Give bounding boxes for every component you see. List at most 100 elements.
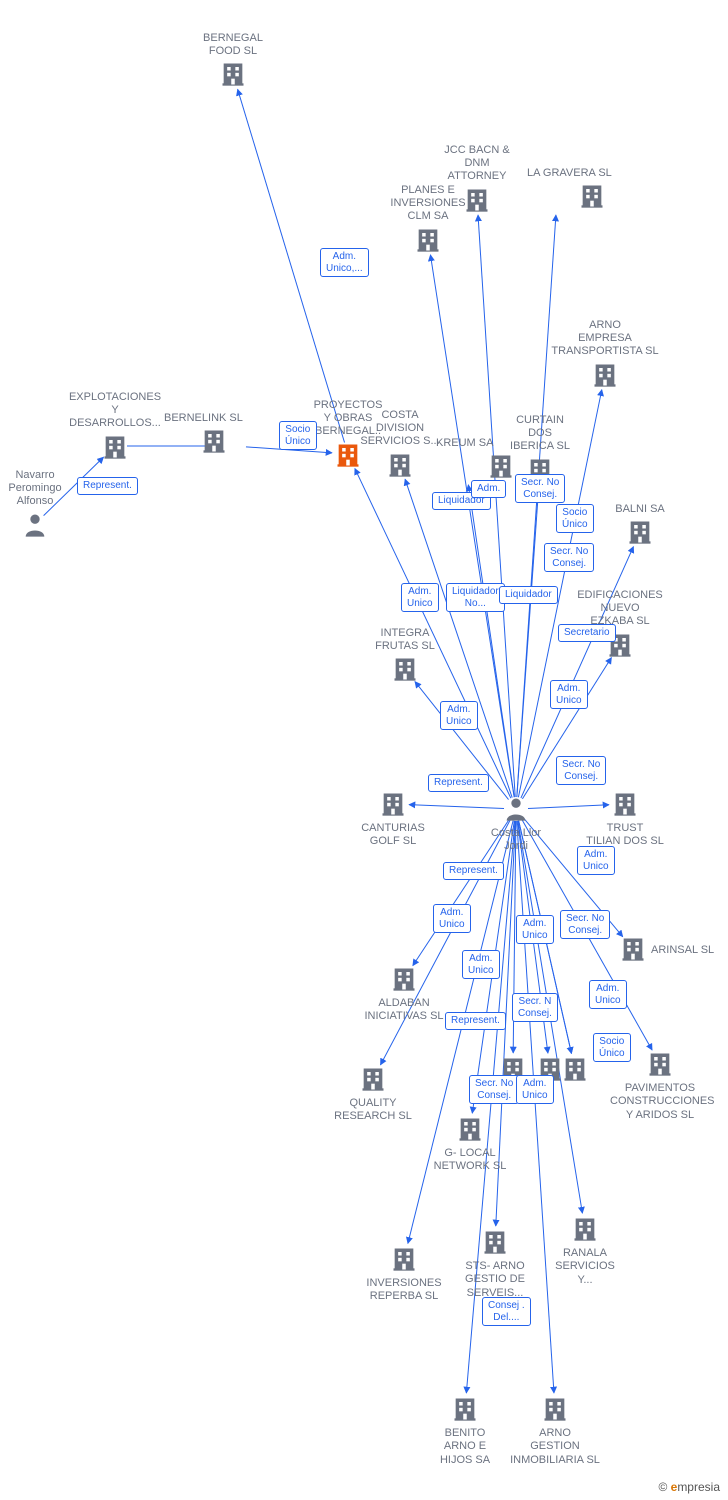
edge-label: Adm. Unico	[516, 915, 554, 944]
node-label: ARINSAL SL	[651, 944, 714, 957]
building-icon	[219, 60, 247, 92]
node-benito[interactable]: BENITO ARNO E HIJOS SA	[415, 1395, 515, 1469]
node-gravera[interactable]: LA GRAVERA SL	[527, 167, 657, 214]
node-balni[interactable]: BALNI SA	[585, 503, 695, 550]
node-arinsal[interactable]: ARINSAL SL	[619, 935, 714, 967]
node-label: ALDABAN INICIATIVAS SL	[354, 997, 454, 1023]
node-label: PAVIMENTOS CONSTRUCCIONES Y ARIDOS SL	[610, 1082, 710, 1122]
node-aldaban[interactable]: ALDABAN INICIATIVAS SL	[354, 965, 454, 1026]
building-icon	[571, 1215, 599, 1247]
node-planes[interactable]: PLANES E INVERSIONES CLM SA	[373, 184, 483, 258]
edge-label: Liquidador	[499, 586, 558, 604]
edge-label: Adm.	[471, 480, 506, 498]
node-label: BENITO ARNO E HIJOS SA	[415, 1427, 515, 1467]
edge-label: Liquidador No...	[446, 583, 505, 612]
person-icon	[21, 511, 49, 543]
building-icon	[386, 451, 414, 483]
node-label: CANTURIAS GOLF SL	[343, 822, 443, 848]
building-icon	[451, 1395, 479, 1427]
building-icon	[611, 790, 639, 822]
node-ranala[interactable]: RANALA SERVICIOS Y...	[535, 1215, 635, 1289]
edge-label: Secr. No Consej.	[544, 543, 594, 572]
edge-label: Represent.	[77, 477, 138, 495]
edge-label: Secr. N Consej.	[512, 993, 558, 1022]
building-icon	[626, 518, 654, 550]
copyright-symbol: ©	[658, 1480, 667, 1494]
node-label: BERNELINK SL	[164, 412, 264, 425]
edge-label: Adm. Unico	[589, 980, 627, 1009]
node-label: BALNI SA	[585, 503, 695, 516]
edge-label: Represent.	[445, 1012, 506, 1030]
node-label: CURTAIN DOS IBERICA SL	[485, 414, 595, 454]
node-inversiones[interactable]: INVERSIONES REPERBA SL	[354, 1245, 454, 1306]
node-trust[interactable]: TRUST TILIAN DOS SL	[575, 790, 675, 851]
node-label: ARNO GESTION INMOBILIARIA SL	[505, 1427, 605, 1467]
building-icon	[359, 1065, 387, 1097]
building-icon	[379, 790, 407, 822]
edge-costa_j-curtain	[517, 485, 539, 797]
node-sts[interactable]: STS- ARNO GESTIO DE SERVEIS...	[445, 1228, 545, 1302]
node-canturias[interactable]: CANTURIAS GOLF SL	[343, 790, 443, 851]
node-explot[interactable]: EXPLOTACIONES Y DESARROLLOS...	[60, 391, 170, 465]
node-label: RANALA SERVICIOS Y...	[535, 1247, 635, 1287]
edge-costa_j-gravera	[517, 215, 556, 797]
node-label: EDIFICACIONES NUEVO EZKABA SL	[565, 589, 675, 629]
edge-label: Adm. Unico	[550, 680, 588, 709]
edge-label: Adm. Unico	[433, 904, 471, 933]
building-icon	[414, 226, 442, 258]
building-icon	[481, 1228, 509, 1260]
edge-label: Represent.	[443, 862, 504, 880]
edge-label: Represent.	[428, 774, 489, 792]
node-label: PLANES E INVERSIONES CLM SA	[373, 184, 483, 224]
node-label: QUALITY RESEARCH SL	[323, 1097, 423, 1123]
edge-label: Consej . Del....	[482, 1297, 531, 1326]
building-icon	[390, 1245, 418, 1277]
building-icon	[541, 1395, 569, 1427]
building-icon	[646, 1050, 674, 1082]
node-bernegal_food[interactable]: BERNEGAL FOOD SL	[178, 32, 288, 93]
node-label: ARNO EMPRESA TRANSPORTISTA SL	[550, 319, 660, 359]
building-icon	[561, 1055, 589, 1087]
node-arno_gest[interactable]: ARNO GESTION INMOBILIARIA SL	[505, 1395, 605, 1469]
credit-brand: mpresia	[677, 1480, 720, 1494]
node-label: G- LOCAL NETWORK SL	[420, 1147, 520, 1173]
node-arno_trans[interactable]: ARNO EMPRESA TRANSPORTISTA SL	[550, 319, 660, 393]
node-label: Costa Llor Jordi	[466, 827, 566, 853]
edge-label: Adm. Unico	[440, 701, 478, 730]
node-bernelink[interactable]: BERNELINK SL	[164, 412, 264, 459]
node-label: TRUST TILIAN DOS SL	[575, 822, 675, 848]
edge-label: Secr. No Consej.	[515, 474, 565, 503]
edge-label: Adm. Unico,...	[320, 248, 369, 277]
edge-label: Secretario	[558, 624, 616, 642]
node-label: INVERSIONES REPERBA SL	[354, 1277, 454, 1303]
node-label: BERNEGAL FOOD SL	[178, 32, 288, 58]
building-icon	[619, 935, 647, 967]
node-unk1[interactable]	[561, 1055, 589, 1087]
node-glocal[interactable]: G- LOCAL NETWORK SL	[420, 1115, 520, 1176]
node-quality[interactable]: QUALITY RESEARCH SL	[323, 1065, 423, 1126]
building-icon	[101, 433, 129, 465]
edge-label: Adm. Unico	[516, 1075, 554, 1104]
edge-label: Adm. Unico	[401, 583, 439, 612]
node-label: INTEGRA FRUTAS SL	[350, 627, 460, 653]
building-icon	[578, 182, 606, 214]
building-icon	[390, 965, 418, 997]
edge-label: Secr. No Consej.	[469, 1075, 519, 1104]
person-icon	[502, 795, 530, 827]
node-costa_j[interactable]: Costa Llor Jordi	[466, 795, 566, 856]
edge-label: Adm. Unico	[462, 950, 500, 979]
node-label: EXPLOTACIONES Y DESARROLLOS...	[60, 391, 170, 431]
edge-label: Socio Único	[593, 1033, 631, 1062]
credit: © empresia	[658, 1480, 720, 1494]
building-icon	[200, 427, 228, 459]
edge-label: Adm. Unico	[577, 846, 615, 875]
node-label: LA GRAVERA SL	[527, 167, 657, 180]
edge-costa_j-inversiones	[408, 821, 513, 1244]
node-label: JCC BACN & DNM ATTORNEY	[422, 144, 532, 184]
building-icon	[456, 1115, 484, 1147]
edge-costa_j-kreum	[468, 485, 514, 797]
building-icon	[591, 361, 619, 393]
node-integra[interactable]: INTEGRA FRUTAS SL	[350, 627, 460, 688]
edge-label: Secr. No Consej.	[560, 910, 610, 939]
building-icon	[391, 655, 419, 687]
